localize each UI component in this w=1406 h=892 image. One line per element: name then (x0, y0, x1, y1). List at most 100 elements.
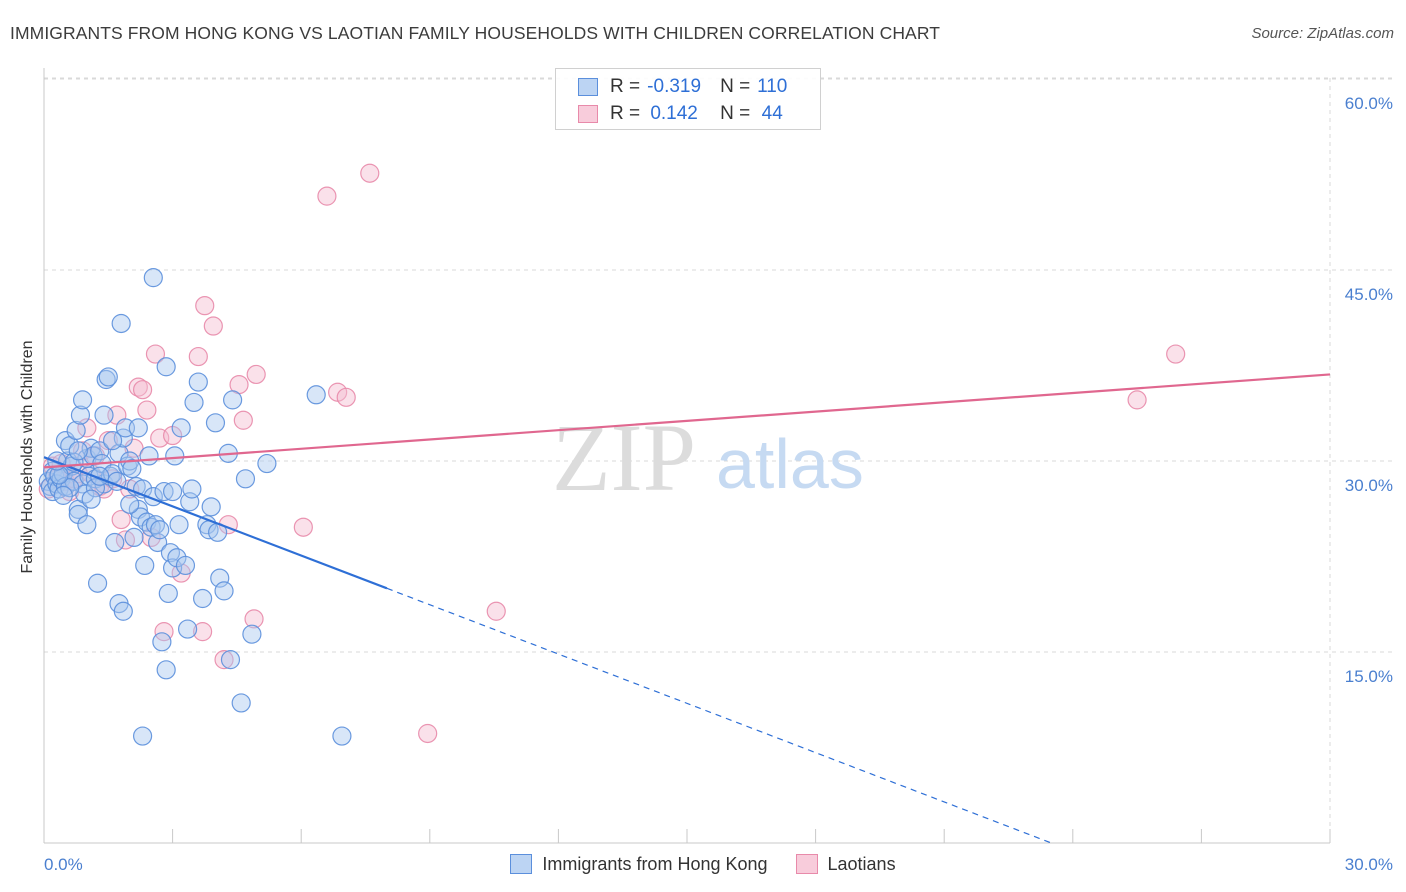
hong-kong-point (85, 478, 106, 498)
hong-kong-point (124, 527, 144, 548)
laotians-point (111, 509, 131, 530)
legend-row-laotians: R = 0.142 N = 44 (578, 101, 792, 127)
hong-kong-point (81, 489, 101, 509)
source-credit: Source: ZipAtlas.com (1251, 25, 1394, 42)
laotians-point (233, 410, 253, 430)
hong-kong-point (193, 588, 213, 609)
hong-kong-points (38, 268, 352, 746)
hong-kong-point (231, 693, 251, 713)
hong-kong-point (332, 726, 352, 746)
laotians-point (193, 622, 213, 642)
x-tick-label: 0.0% (44, 855, 83, 874)
legend-swatch-pink (578, 105, 598, 123)
hong-kong-trendline-extension (386, 587, 1052, 844)
hong-kong-point (53, 485, 73, 505)
hong-kong-point (98, 367, 118, 387)
hong-kong-point (139, 446, 159, 466)
y-tick-labels: 15.0% 30.0% 45.0% 60.0% (1345, 94, 1393, 686)
hong-kong-point (156, 357, 176, 377)
n-label: N = (720, 103, 751, 124)
trendlines (43, 373, 1331, 844)
hong-kong-trendline (43, 456, 388, 590)
x-tick-label: 30.0% (1345, 855, 1393, 874)
laotians-point (360, 163, 380, 183)
hong-kong-point (135, 555, 155, 576)
laotians-point (188, 346, 208, 367)
hong-kong-point (70, 405, 91, 425)
laotians-point (137, 400, 157, 420)
hong-kong-point (120, 494, 140, 514)
legend-swatch-pink (795, 854, 818, 874)
hong-kong-point (178, 619, 198, 639)
hong-kong-point (220, 650, 241, 670)
hong-kong-point (171, 418, 191, 438)
legend-swatch-blue (578, 78, 598, 96)
hong-kong-point (143, 268, 163, 288)
hong-kong-point (128, 418, 148, 438)
hong-kong-point (150, 520, 170, 540)
laotians-trendline (43, 373, 1331, 469)
laotians-point (246, 364, 266, 385)
legend-swatch-blue (510, 854, 533, 874)
hong-kong-point (160, 543, 181, 563)
laotians-point (132, 380, 153, 400)
laotians-point (486, 601, 506, 621)
y-tick-label: 45.0% (1345, 285, 1393, 304)
hong-kong-point (223, 390, 243, 410)
r-value: -0.319 (647, 76, 702, 97)
hong-kong-point (102, 431, 123, 451)
y-tick-label: 15.0% (1345, 667, 1393, 686)
hong-kong-point (165, 446, 185, 466)
laotians-point (336, 387, 356, 407)
axes (43, 68, 1331, 844)
hong-kong-point (96, 369, 116, 390)
y-tick-label: 60.0% (1345, 94, 1393, 113)
laotians-point (1166, 344, 1186, 364)
laotians-point (203, 316, 223, 336)
n-value: 110 (757, 76, 788, 97)
hong-kong-point (257, 453, 277, 474)
hong-kong-point (113, 601, 133, 621)
hong-kong-point (68, 441, 88, 461)
legend-label-hong-kong: Immigrants from Hong Kong (542, 853, 768, 874)
hong-kong-point (132, 726, 153, 746)
hong-kong-point (66, 420, 86, 441)
correlation-legend: R = -0.319 N = 110 R = 0.142 N = 44 (555, 68, 821, 130)
hong-kong-point (87, 573, 108, 593)
hong-kong-point (175, 555, 196, 576)
hong-kong-point (184, 392, 204, 413)
watermark-zip: ZIP (552, 404, 696, 511)
hong-kong-point (156, 660, 176, 680)
hong-kong-point (242, 624, 262, 644)
x-tick-labels: 0.0% 30.0% (44, 855, 1393, 874)
laotians-point (145, 344, 166, 364)
hong-kong-point (182, 479, 202, 499)
hong-kong-point (72, 390, 93, 410)
watermark-atlas: atlas (716, 425, 864, 503)
series-legend: Immigrants from Hong Kong Laotians (0, 851, 1406, 877)
hong-kong-point (94, 405, 114, 425)
laotians-point (293, 517, 313, 537)
legend-item-hong-kong[interactable]: Immigrants from Hong Kong (510, 853, 768, 875)
hong-kong-point (205, 413, 226, 433)
laotians-point (317, 186, 337, 206)
laotians-point (418, 723, 438, 744)
legend-item-laotians[interactable]: Laotians (795, 853, 896, 875)
r-label: R = (610, 103, 641, 124)
hong-kong-point (60, 478, 80, 498)
hong-kong-point (105, 532, 125, 553)
hong-kong-point (169, 515, 189, 535)
hong-kong-point (158, 583, 178, 604)
hong-kong-point (235, 469, 256, 489)
hong-kong-point (152, 632, 172, 652)
legend-row-hong-kong: R = -0.319 N = 110 (578, 74, 792, 100)
r-value: 0.142 (650, 103, 698, 124)
hong-kong-point (306, 385, 326, 405)
laotians-point (244, 609, 264, 629)
hong-kong-point (214, 581, 234, 601)
hong-kong-point (210, 568, 230, 588)
legend-label-laotians: Laotians (827, 853, 896, 874)
hong-kong-point (188, 372, 208, 392)
n-label: N = (720, 76, 751, 97)
